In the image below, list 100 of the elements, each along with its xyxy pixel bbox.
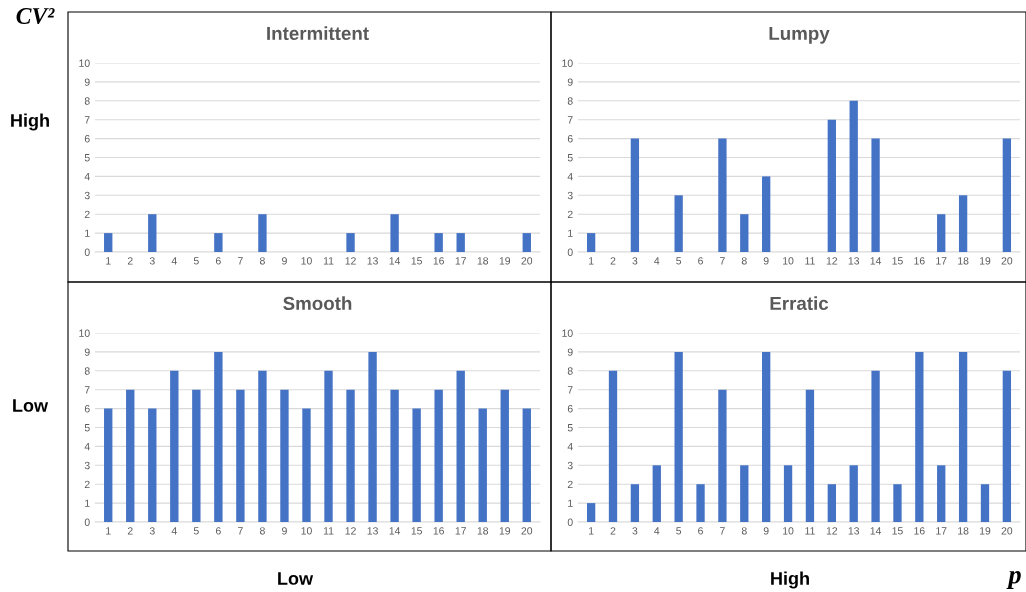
x-tick-label: 11 [323, 527, 334, 535]
y-tick-label: 2 [84, 210, 90, 218]
y-tick-label: 4 [84, 173, 90, 181]
bar [783, 465, 793, 522]
bar [740, 214, 749, 252]
bar [500, 389, 509, 522]
x-tick-label: 3 [149, 527, 155, 535]
y-tick-label: 4 [567, 443, 573, 451]
y-tick-label: 10 [562, 59, 573, 67]
x-tick-label: 2 [127, 257, 133, 265]
bar [958, 195, 968, 252]
y-tick-label: 4 [84, 443, 90, 451]
y-tick-label: 9 [567, 78, 573, 86]
x-tick-label: 1 [106, 257, 111, 265]
x-tick-label: 19 [499, 527, 511, 535]
bar [258, 370, 267, 522]
text: High [771, 571, 809, 589]
y-tick-label: 2 [567, 480, 573, 488]
y-tick-label: 3 [567, 461, 573, 470]
x-tick-label: 13 [367, 257, 378, 265]
x-tick-label: 6 [698, 527, 703, 535]
text: Low [278, 572, 314, 585]
y-tick-label: 4 [567, 173, 573, 181]
bar [586, 233, 596, 252]
chart-title: Intermittent [267, 26, 369, 41]
y-tick-label: 3 [84, 461, 90, 470]
bar [849, 100, 858, 252]
y-tick-label: 10 [79, 59, 90, 67]
bar [893, 484, 902, 522]
x-tick-label: 19 [979, 257, 991, 265]
x-tick-label: 15 [411, 527, 422, 535]
y-tick-label: 6 [567, 405, 573, 413]
x-tick-label: 12 [826, 257, 838, 265]
chart-title: Lumpy [769, 26, 830, 44]
x-tick-label: 6 [216, 257, 221, 265]
x-tick-label: 16 [914, 257, 925, 265]
y-tick-label: 0 [84, 518, 90, 526]
x-tick-label: 20 [521, 527, 533, 535]
bar [849, 465, 858, 522]
y-tick-label: 7 [567, 386, 573, 394]
bar [805, 389, 815, 522]
bar [740, 465, 749, 522]
y-tick-label: 2 [84, 480, 90, 488]
x-tick-label: 20 [521, 257, 533, 265]
x-tick-label: 10 [783, 257, 794, 265]
bar [762, 351, 771, 522]
y-tick-label: 8 [567, 97, 573, 105]
x-tick-label: 10 [301, 527, 312, 535]
x-tick-label: 4 [654, 527, 660, 535]
x-tick-label: 11 [805, 257, 815, 265]
bar [937, 465, 946, 522]
y-tick-label: 5 [84, 154, 90, 162]
bar [126, 389, 135, 522]
x-tick-label: 3 [149, 257, 155, 265]
x-tick-label: 5 [193, 527, 199, 535]
x-tick-label: 17 [455, 527, 466, 535]
bar [302, 408, 311, 522]
x-tick-label: 7 [720, 527, 725, 535]
x-tick-label: 19 [979, 527, 991, 535]
x-tick-label: 9 [282, 527, 287, 535]
bar [236, 389, 245, 522]
x-tick-label: 8 [741, 257, 747, 265]
x-tick-label: 13 [848, 257, 860, 265]
x-tick-label: 1 [106, 527, 111, 535]
x-tick-label: 9 [282, 257, 287, 265]
bar [827, 119, 836, 252]
bar [980, 484, 990, 522]
bar [652, 465, 661, 522]
bar [696, 484, 705, 522]
y-tick-label: 0 [84, 248, 90, 256]
bar [522, 408, 531, 522]
x-tick-label: 12 [826, 527, 838, 535]
y-tick-label: 7 [567, 116, 573, 124]
x-tick-label: 11 [323, 257, 334, 265]
x-tick-label: 14 [389, 527, 401, 535]
x-tick-label: 17 [936, 527, 947, 535]
bar [368, 351, 377, 522]
bar [586, 503, 596, 522]
x-tick-label: 20 [1001, 527, 1013, 535]
x-tick-label: 9 [763, 527, 769, 535]
y-tick-label: 9 [567, 348, 573, 356]
y-tick-label: 5 [84, 424, 90, 432]
y-tick-label: 5 [567, 424, 573, 432]
y-tick-label: 3 [84, 191, 90, 200]
bar [148, 408, 157, 522]
x-tick-label: 7 [238, 257, 243, 265]
x-tick-label: 8 [259, 527, 265, 535]
bar [478, 408, 487, 522]
bar [104, 408, 113, 522]
y-tick-label: 2 [567, 210, 573, 218]
y-tick-label: 1 [568, 499, 573, 507]
bar [280, 389, 289, 522]
y-tick-label: 3 [567, 191, 573, 200]
bar [630, 484, 640, 522]
bar [827, 484, 836, 522]
bar [456, 370, 465, 522]
bar [762, 176, 771, 252]
x-tick-label: 18 [958, 527, 969, 535]
bar [192, 389, 201, 522]
x-tick-label: 1 [589, 257, 594, 265]
